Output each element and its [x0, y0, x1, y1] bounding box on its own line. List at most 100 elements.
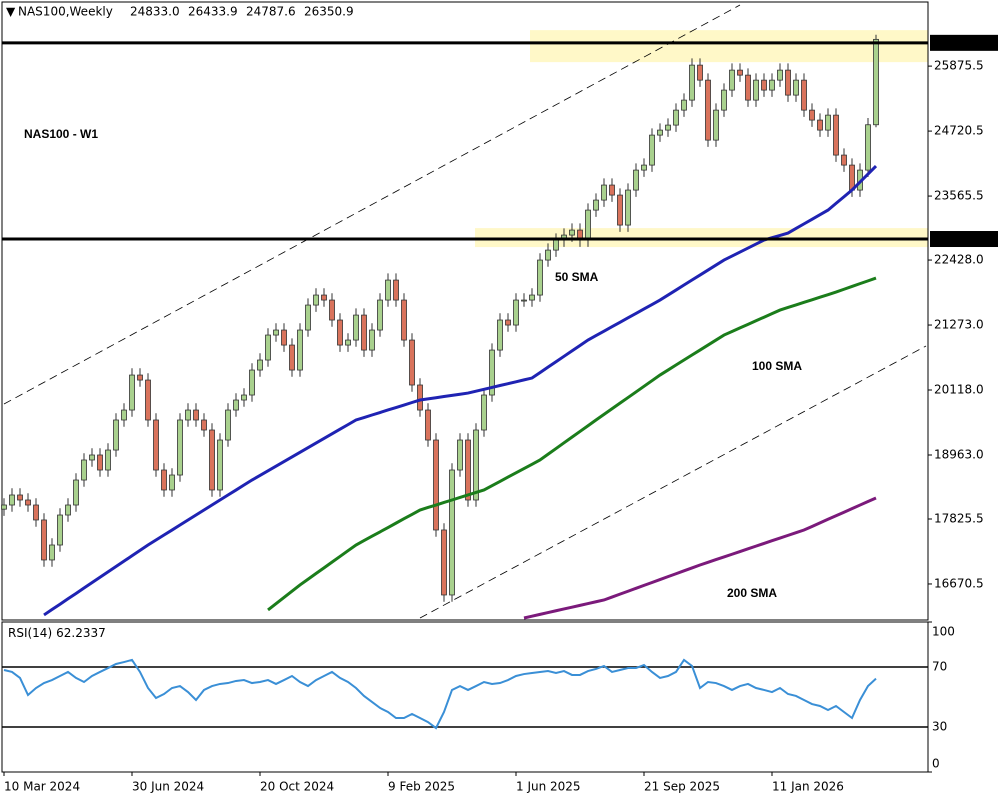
- candle-body: [345, 339, 351, 346]
- x-tick-label: 30 Jun 2024: [132, 780, 204, 794]
- candle-body: [665, 124, 671, 131]
- candle-body: [793, 79, 799, 96]
- candle-body: [489, 349, 495, 396]
- candle-body: [569, 229, 575, 236]
- candle-body: [513, 299, 519, 326]
- candle-body: [185, 409, 191, 421]
- price-frame: [1, 1, 929, 621]
- candle-body: [65, 504, 71, 516]
- candle-body: [721, 89, 727, 111]
- candle-body: [353, 314, 359, 341]
- candle-body: [713, 109, 719, 141]
- candle-body: [777, 69, 783, 81]
- candle-body: [761, 79, 767, 91]
- candle-body: [553, 239, 559, 251]
- candle-body: [809, 109, 815, 121]
- candle-body: [705, 79, 711, 141]
- candle-body: [209, 429, 215, 491]
- candle-body: [161, 469, 167, 491]
- candle-body: [441, 529, 447, 596]
- candle-body: [385, 279, 391, 301]
- candle-body: [97, 454, 103, 471]
- candle-body: [1, 504, 7, 510]
- candle-body: [137, 374, 143, 381]
- y-tick-label: 16670.5: [934, 576, 984, 590]
- channel-upper: [3, 4, 741, 405]
- y-tick-label: 18963.0: [934, 447, 984, 461]
- y-tick-label: 100: [932, 625, 955, 639]
- rsi-label: RSI(14): [8, 626, 52, 640]
- channel-lower: [419, 345, 927, 619]
- candle-body: [177, 419, 183, 476]
- level-box: [930, 231, 998, 248]
- candle-body: [585, 209, 591, 241]
- candle-body: [369, 329, 375, 351]
- candle-body: [89, 454, 95, 461]
- candle-body: [769, 79, 775, 91]
- candle-body: [73, 479, 79, 506]
- candle-body: [33, 504, 39, 521]
- candle-body: [305, 304, 311, 331]
- candle-body: [153, 419, 159, 471]
- header-low: 24787.6: [246, 5, 296, 19]
- candle-body: [57, 514, 63, 546]
- candle-body: [425, 409, 431, 441]
- candle-body: [41, 519, 47, 561]
- candle-body: [337, 319, 343, 346]
- candle-body: [25, 499, 31, 506]
- candle-body: [617, 194, 623, 226]
- candle-body: [593, 199, 599, 211]
- header-arrow: ▼: [6, 5, 16, 19]
- candle-body: [537, 259, 543, 296]
- candle-body: [649, 134, 655, 166]
- candle-body: [697, 64, 703, 81]
- candle-body: [393, 279, 399, 301]
- candle-body: [233, 399, 239, 411]
- sma-label: 200 SMA: [727, 586, 777, 600]
- candle-body: [129, 374, 135, 411]
- candle-body: [625, 189, 631, 226]
- candle-body: [529, 294, 535, 301]
- candle-body: [601, 184, 607, 201]
- candle-body: [201, 419, 207, 431]
- header-close: 26350.9: [304, 5, 354, 19]
- candle-body: [321, 294, 327, 301]
- candle-body: [473, 429, 479, 501]
- level-label: 22802.1: [932, 232, 982, 246]
- candle-body: [217, 439, 223, 491]
- rsi-value: 62.2337: [56, 626, 106, 640]
- y-tick-label: 0: [932, 757, 940, 771]
- candle-body: [17, 494, 23, 501]
- candle-body: [481, 394, 487, 431]
- candle-body: [409, 339, 415, 386]
- x-tick-label: 20 Oct 2024: [260, 780, 334, 794]
- candle-body: [673, 109, 679, 126]
- x-tick-label: 9 Feb 2025: [388, 780, 455, 794]
- candle-body: [657, 129, 663, 136]
- candle-body: [281, 329, 287, 346]
- header-symbol: NAS100,Weekly: [18, 5, 113, 19]
- candle-body: [681, 99, 687, 111]
- candle-body: [113, 419, 119, 451]
- candle-body: [497, 319, 503, 351]
- rsi-frame: [1, 621, 929, 773]
- candle-body: [241, 394, 247, 401]
- candle-body: [193, 409, 199, 421]
- candle-body: [545, 249, 551, 261]
- candle-body: [145, 379, 151, 421]
- candle-body: [457, 439, 463, 471]
- candle-body: [833, 114, 839, 156]
- y-tick-label: 25875.5: [934, 59, 984, 73]
- candle-body: [121, 409, 127, 421]
- candle-body: [329, 299, 335, 321]
- sma-line: [267, 276, 877, 612]
- sma-label: 100 SMA: [752, 359, 802, 373]
- candle-body: [81, 459, 87, 481]
- candle-body: [729, 69, 735, 91]
- candle-body: [801, 79, 807, 111]
- candle-body: [297, 329, 303, 371]
- candle-body: [225, 409, 231, 441]
- candle-body: [249, 369, 255, 396]
- candle-body: [825, 114, 831, 131]
